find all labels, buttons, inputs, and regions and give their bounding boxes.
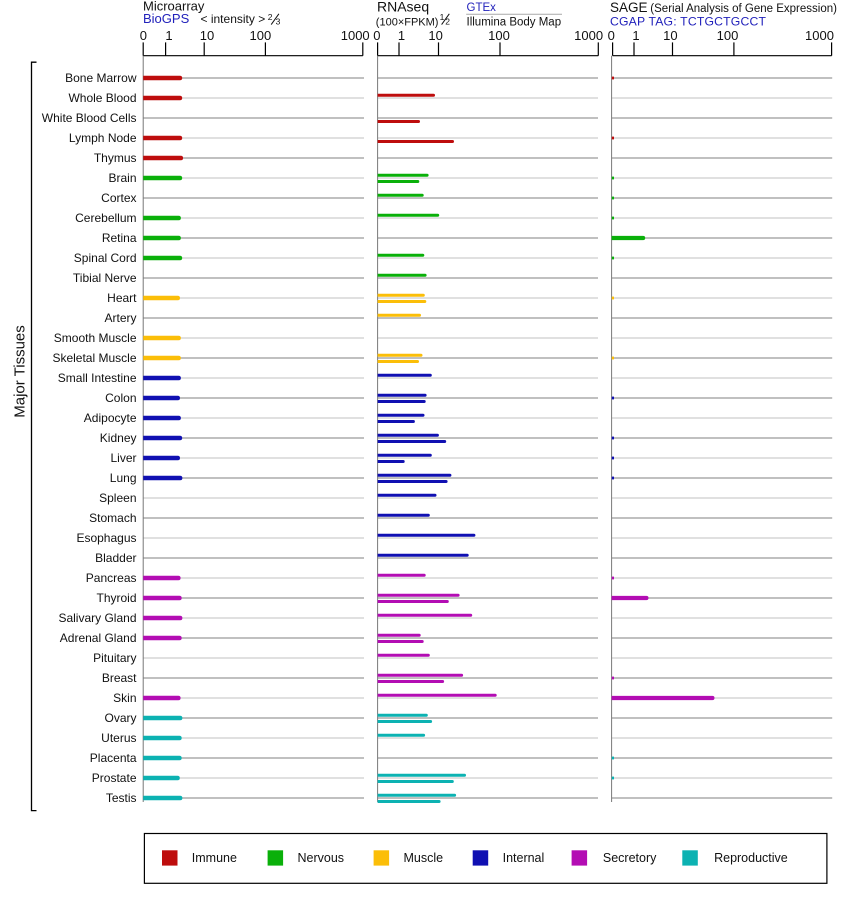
svg-text:SAGE: SAGE [610, 0, 648, 15]
svg-text:Ovary: Ovary [104, 711, 136, 725]
svg-text:2: 2 [445, 16, 450, 26]
svg-text:(100×FPKM): (100×FPKM) [376, 17, 439, 29]
svg-text:Lymph Node: Lymph Node [69, 131, 137, 145]
svg-text:3: 3 [276, 16, 281, 26]
svg-text:Whole Blood: Whole Blood [68, 91, 136, 105]
svg-text:Placenta: Placenta [90, 751, 137, 765]
svg-text:1000: 1000 [574, 28, 603, 43]
svg-text:100: 100 [250, 28, 272, 43]
svg-text:Heart: Heart [107, 291, 137, 305]
svg-text:RNAseq: RNAseq [377, 0, 429, 15]
svg-text:0: 0 [140, 28, 147, 43]
svg-text:White Blood Cells: White Blood Cells [42, 111, 137, 125]
svg-text:BioGPS: BioGPS [143, 11, 190, 26]
svg-text:0: 0 [373, 28, 380, 43]
svg-text:10: 10 [428, 28, 442, 43]
svg-text:Kidney: Kidney [100, 431, 137, 445]
svg-text:Cortex: Cortex [101, 191, 136, 205]
svg-text:CGAP TAG: TCTGCTGCCT: CGAP TAG: TCTGCTGCCT [610, 14, 766, 28]
svg-text:0: 0 [608, 28, 615, 43]
svg-text:(Serial Analysis of Gene Expre: (Serial Analysis of Gene Expression) [650, 3, 837, 15]
svg-text:Stomach: Stomach [89, 511, 136, 525]
svg-text:Liver: Liver [110, 451, 136, 465]
svg-text:1: 1 [632, 28, 639, 43]
svg-text:Esophagus: Esophagus [76, 531, 136, 545]
svg-text:1000: 1000 [805, 28, 834, 43]
svg-text:Thymus: Thymus [94, 151, 137, 165]
svg-text:Lung: Lung [110, 471, 137, 485]
svg-text:Testis: Testis [106, 791, 137, 805]
svg-text:Bone Marrow: Bone Marrow [65, 71, 137, 85]
svg-text:Thyroid: Thyroid [96, 591, 136, 605]
svg-text:Reproductive: Reproductive [714, 851, 788, 865]
svg-text:Tibial Nerve: Tibial Nerve [73, 271, 137, 285]
svg-text:Spleen: Spleen [99, 491, 136, 505]
svg-text:Small Intestine: Small Intestine [58, 371, 137, 385]
svg-text:Microarray: Microarray [143, 0, 205, 14]
svg-text:Pituitary: Pituitary [93, 651, 136, 665]
svg-text:Skin: Skin [113, 691, 136, 705]
svg-text:2: 2 [268, 12, 273, 22]
svg-text:< intensity >: < intensity > [201, 12, 266, 26]
svg-text:10: 10 [663, 28, 677, 43]
svg-text:Immune: Immune [192, 851, 237, 865]
svg-text:Muscle: Muscle [404, 851, 444, 865]
svg-text:Breast: Breast [102, 671, 137, 685]
svg-text:Prostate: Prostate [92, 771, 137, 785]
svg-text:100: 100 [488, 28, 510, 43]
svg-text:1: 1 [165, 28, 172, 43]
svg-text:Bladder: Bladder [95, 551, 136, 565]
svg-text:Nervous: Nervous [298, 851, 345, 865]
svg-text:Brain: Brain [108, 171, 136, 185]
svg-text:1: 1 [440, 12, 445, 22]
svg-text:1000: 1000 [341, 28, 370, 43]
svg-text:Adipocyte: Adipocyte [84, 411, 137, 425]
svg-text:Retina: Retina [102, 231, 137, 245]
svg-text:Illumina Body Map: Illumina Body Map [467, 17, 562, 29]
svg-text:Salivary Gland: Salivary Gland [58, 611, 136, 625]
svg-text:GTEx: GTEx [467, 2, 497, 14]
svg-text:Skeletal Muscle: Skeletal Muscle [52, 351, 136, 365]
svg-text:Adrenal Gland: Adrenal Gland [60, 631, 137, 645]
svg-text:10: 10 [200, 28, 214, 43]
svg-text:Spinal Cord: Spinal Cord [74, 251, 137, 265]
svg-text:Pancreas: Pancreas [86, 571, 137, 585]
svg-text:Internal: Internal [503, 851, 545, 865]
svg-text:Secretory: Secretory [603, 851, 657, 865]
svg-text:100: 100 [717, 28, 739, 43]
svg-text:Major Tissues: Major Tissues [12, 325, 29, 418]
svg-text:1: 1 [398, 28, 405, 43]
svg-text:Smooth Muscle: Smooth Muscle [54, 331, 137, 345]
svg-text:Colon: Colon [105, 391, 136, 405]
svg-text:Artery: Artery [104, 311, 136, 325]
svg-text:Cerebellum: Cerebellum [75, 211, 136, 225]
svg-text:Uterus: Uterus [101, 731, 136, 745]
